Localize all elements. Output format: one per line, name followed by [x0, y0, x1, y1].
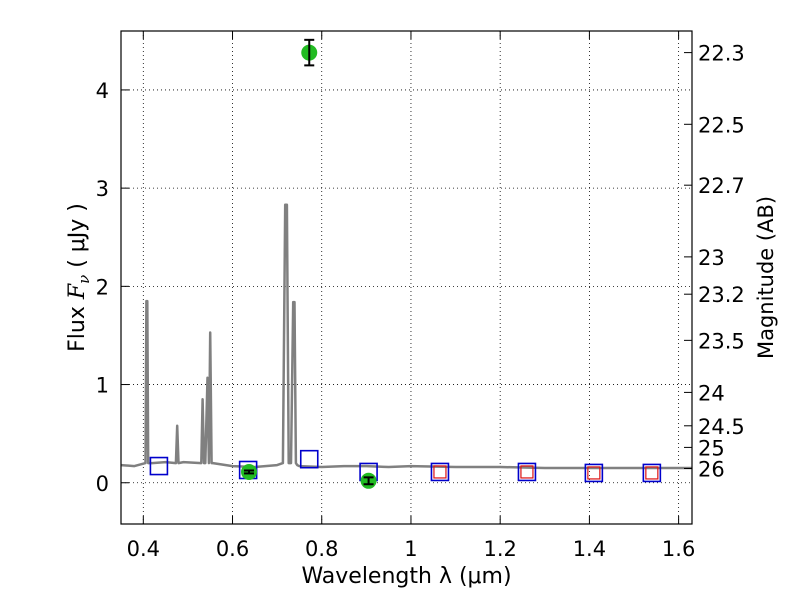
data-markers [149, 38, 662, 489]
template-spectrum [120, 203, 692, 470]
model-point-blue [299, 449, 319, 469]
x-tick-label: 1 [404, 537, 417, 561]
template-spectrum-line [120, 203, 692, 470]
y-tick-label: 2 [96, 275, 109, 299]
y-tick-label: 3 [96, 177, 109, 201]
y-axis-label: Flux Fν ( μJy ) [65, 203, 93, 352]
x-tick-label: 0.6 [216, 537, 249, 561]
y2-tick-label: 22.5 [698, 113, 745, 137]
y2-tick-label: 25 [698, 436, 725, 460]
y-tick-label: 4 [96, 79, 109, 103]
model-point-blue [584, 463, 604, 483]
model-point-red [433, 465, 447, 479]
y2-tick-label: 24 [698, 381, 725, 405]
y2-tick-label: 22.7 [698, 174, 745, 198]
model-point-red [520, 465, 534, 479]
y2-tick-label: 26 [698, 458, 725, 482]
x-tick-label: 1.4 [573, 537, 606, 561]
x-axis-label: Wavelength λ (μm) [301, 564, 511, 589]
model-point-blue [517, 462, 537, 482]
model-point-blue [430, 462, 450, 482]
model-point-red [587, 466, 601, 480]
model-point-blue [149, 456, 169, 476]
y2-tick-label: 22.3 [698, 42, 745, 66]
x-tick-label: 1.6 [662, 537, 695, 561]
plot-frame [120, 30, 693, 525]
x-tick-label: 1.2 [483, 537, 516, 561]
y2-tick-label: 24.5 [698, 415, 745, 439]
x-tick-label: 0.4 [127, 537, 160, 561]
y2-axis-label: Magnitude (AB) [754, 196, 778, 359]
x-tick-label: 0.8 [305, 537, 338, 561]
model-point-blue [642, 463, 662, 483]
model-point-red [645, 466, 659, 480]
y2-tick-label: 23.5 [698, 329, 745, 353]
y2-tick-label: 23.2 [698, 283, 745, 307]
axis-ticks: 0.4 0.6 0.8 1 1.2 1.4 1.60123422.322.522.72323… [96, 31, 745, 561]
y2-tick-label: 23 [698, 246, 725, 270]
y-tick-label: 1 [96, 374, 109, 398]
y-tick-label: 0 [96, 472, 109, 496]
